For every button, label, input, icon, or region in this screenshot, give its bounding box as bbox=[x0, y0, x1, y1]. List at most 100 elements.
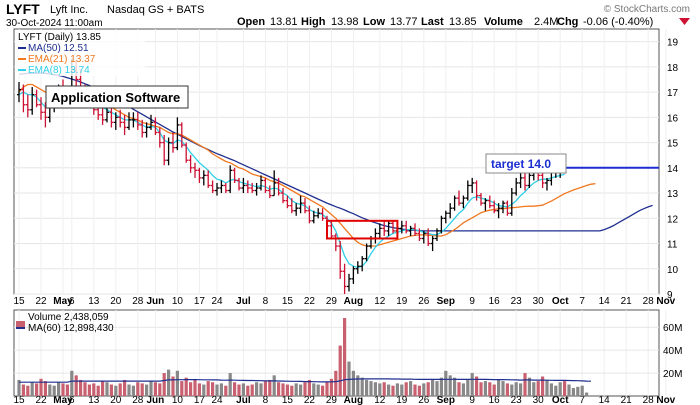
price-bar bbox=[127, 112, 131, 130]
volume-bar bbox=[233, 382, 237, 396]
volume-bar bbox=[527, 377, 531, 396]
price-bar bbox=[21, 84, 26, 113]
date-tick-label-bottom: 8 bbox=[263, 395, 269, 405]
volume-tick-label: 60M bbox=[663, 323, 682, 334]
date-tick-label: 20 bbox=[110, 296, 122, 307]
date-axis: 15152222MayMay66131320202828JunJun101017… bbox=[13, 296, 675, 405]
price-bar bbox=[267, 185, 272, 199]
volume-bar bbox=[114, 385, 118, 396]
volume-bar bbox=[307, 379, 311, 396]
quote-date: 30-Oct-2024 11:00am bbox=[6, 18, 103, 29]
volume-bar bbox=[453, 377, 457, 396]
date-tick-label-bottom: 12 bbox=[374, 395, 386, 405]
volume-bar bbox=[202, 384, 206, 396]
date-tick-label: 28 bbox=[643, 296, 655, 307]
volume-bar bbox=[131, 385, 135, 396]
price-bar bbox=[144, 122, 149, 138]
volume-bar bbox=[162, 373, 166, 396]
volume-bar bbox=[215, 384, 219, 396]
price-bar bbox=[457, 190, 461, 206]
volume-bar bbox=[448, 375, 452, 396]
date-tick-label-bottom: Sep bbox=[437, 395, 455, 405]
volume-bar bbox=[303, 382, 307, 396]
volume-bar bbox=[65, 384, 69, 396]
volume-bar bbox=[334, 370, 338, 396]
volume-bar bbox=[567, 384, 571, 396]
date-tick-label: 14 bbox=[599, 296, 611, 307]
price-bar bbox=[254, 182, 259, 196]
volume-bar bbox=[360, 377, 364, 396]
volume-bar bbox=[175, 370, 179, 396]
date-tick-label: 13 bbox=[88, 296, 100, 307]
price-bar bbox=[201, 170, 206, 186]
legend-volume: Volume 2,438,059 bbox=[28, 312, 109, 323]
price-bar bbox=[193, 162, 197, 178]
price-bar bbox=[30, 87, 35, 115]
volume-bar bbox=[39, 378, 43, 396]
price-bar bbox=[443, 210, 448, 224]
price-tick-label: 15 bbox=[667, 139, 679, 150]
volume-bar bbox=[387, 384, 391, 396]
price-bars bbox=[17, 59, 567, 294]
price-bar bbox=[175, 117, 180, 151]
date-tick-label-bottom: 22 bbox=[304, 395, 316, 405]
volume-bar bbox=[48, 384, 52, 396]
price-bar bbox=[382, 220, 387, 236]
price-bar bbox=[311, 210, 316, 224]
volume-bar bbox=[259, 383, 263, 396]
price-bar bbox=[43, 102, 48, 128]
price-bar bbox=[39, 97, 43, 120]
sector-label: Application Software bbox=[51, 90, 180, 105]
price-bar bbox=[413, 223, 417, 236]
date-tick-label: 29 bbox=[326, 296, 338, 307]
volume-bar bbox=[312, 383, 316, 396]
volume-bar bbox=[123, 379, 127, 396]
volume-bar bbox=[373, 382, 377, 396]
price-bar bbox=[355, 261, 360, 274]
price-bar bbox=[223, 182, 228, 194]
volume-bar bbox=[382, 382, 386, 396]
date-tick-label-bottom: 20 bbox=[110, 395, 122, 405]
volume-bar bbox=[149, 381, 153, 396]
price-bar bbox=[285, 195, 290, 209]
price-bar bbox=[184, 142, 189, 163]
volume-bar bbox=[211, 382, 215, 396]
date-tick-label: May bbox=[53, 296, 73, 307]
volume-bar bbox=[554, 385, 558, 396]
date-tick-label-bottom: Jul bbox=[236, 395, 251, 405]
date-tick-label-bottom: 14 bbox=[599, 395, 611, 405]
price-bar bbox=[426, 228, 431, 247]
volume-ma-line bbox=[19, 378, 592, 383]
price-tick-label: 10 bbox=[667, 265, 679, 276]
date-tick-label-bottom: 26 bbox=[418, 395, 430, 405]
price-bar bbox=[197, 167, 202, 183]
price-bar bbox=[347, 273, 351, 292]
price-bar bbox=[408, 225, 413, 236]
date-tick-label: 7 bbox=[579, 296, 585, 307]
price-bar bbox=[351, 266, 356, 284]
date-tick-label-bottom: 21 bbox=[621, 395, 633, 405]
chg-label: Chg bbox=[557, 16, 578, 28]
volume-bar bbox=[219, 383, 223, 396]
volume-bar bbox=[21, 384, 25, 396]
target-label: target 14.0 bbox=[491, 157, 551, 171]
date-tick-label-bottom: 15 bbox=[282, 395, 294, 405]
price-tick-label: 17 bbox=[667, 88, 679, 99]
price-bar bbox=[100, 107, 105, 125]
price-bar bbox=[166, 137, 171, 166]
price-tick-label: 11 bbox=[667, 240, 678, 251]
price-bar bbox=[386, 220, 391, 236]
date-tick-label: Nov bbox=[656, 296, 675, 307]
date-tick-label: 24 bbox=[211, 296, 223, 307]
volume-bar bbox=[127, 384, 131, 396]
volume-bar bbox=[545, 379, 549, 396]
ticker-symbol: LYFT bbox=[6, 1, 40, 17]
volume-bar bbox=[571, 387, 575, 396]
price-bar bbox=[241, 177, 246, 194]
price-bar bbox=[153, 117, 158, 135]
volume-bar bbox=[285, 384, 289, 396]
volume-bar bbox=[536, 381, 540, 396]
volume-bar bbox=[294, 383, 298, 396]
volume-bar bbox=[246, 385, 250, 396]
price-bar bbox=[461, 195, 466, 209]
